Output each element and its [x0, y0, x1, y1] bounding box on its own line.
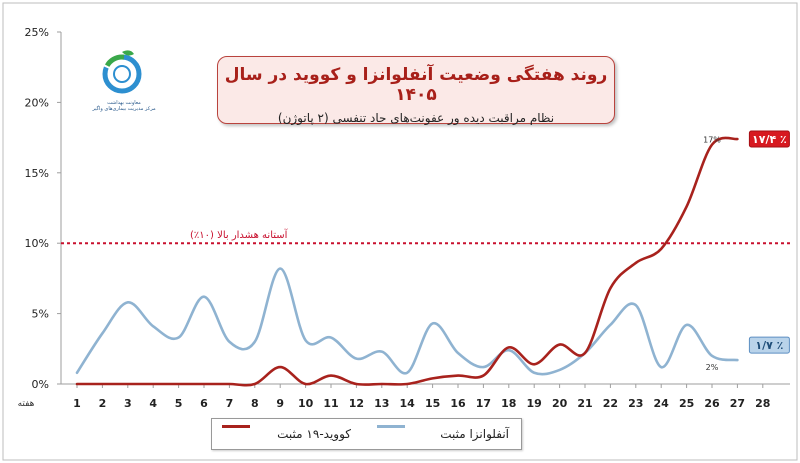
health-ministry-logo-icon	[102, 50, 142, 94]
x-tick-label: 12	[349, 397, 364, 410]
x-tick-label: 6	[200, 397, 208, 410]
x-tick-label: 24	[654, 397, 670, 410]
y-tick-label: 10%	[25, 237, 49, 250]
chart-title: روند هفتگی وضعیت آنفلوانزا و کووید در سا…	[224, 65, 608, 105]
data-label: 17%	[703, 136, 721, 145]
x-tick-label: 22	[603, 397, 618, 410]
flu-series-line	[75, 267, 739, 376]
logo	[84, 48, 164, 120]
x-tick-label: 13	[374, 397, 389, 410]
callout-label: ٪ ۱۷/۴	[752, 133, 787, 146]
x-tick-label: 14	[400, 397, 416, 410]
data-label: 2%	[706, 363, 719, 372]
chart-subtitle: نظام مراقبت دیده ور عفونت‌های حاد تنفسی …	[277, 111, 555, 125]
callout-label: ٪ ۱/۷	[755, 339, 783, 352]
x-tick-label: 19	[527, 397, 542, 410]
x-tick-label: 17	[476, 397, 491, 410]
covid-series-line	[75, 136, 739, 387]
legend-swatch-flu	[377, 425, 405, 428]
x-tick-label: 23	[628, 397, 643, 410]
x-tick-label: 10	[298, 397, 314, 410]
x-tick-label: 7	[226, 397, 234, 410]
legend-label-flu: آنفلوانزا مثبت	[440, 427, 509, 441]
y-tick-label: 0%	[32, 378, 49, 391]
x-axis-label: هفته	[18, 399, 35, 409]
x-tick-label: 27	[730, 397, 745, 410]
x-tick-label: 26	[704, 397, 720, 410]
x-tick-label: 1	[73, 397, 81, 410]
x-tick-label: 21	[577, 397, 592, 410]
x-tick-label: 28	[755, 397, 770, 410]
y-tick-label: 15%	[25, 167, 49, 180]
y-tick-label: 5%	[32, 308, 49, 321]
legend: کووید-۱۹ مثبت آنفلوانزا مثبت	[211, 418, 522, 450]
title-box: روند هفتگی وضعیت آنفلوانزا و کووید در سا…	[217, 56, 615, 125]
x-tick-label: 3	[124, 397, 132, 410]
x-tick-label: 5	[175, 397, 183, 410]
x-tick-label: 15	[425, 397, 440, 410]
x-tick-label: 20	[552, 397, 568, 410]
y-tick-label: 20%	[25, 96, 49, 109]
logo-caption: معاونت بهداشت مرکز مدیریت بیماری‌های واگی…	[92, 100, 156, 112]
x-tick-label: 16	[450, 397, 466, 410]
x-tick-label: 9	[276, 397, 284, 410]
x-tick-label: 11	[323, 397, 338, 410]
x-tick-label: 2	[99, 397, 107, 410]
x-tick-label: 25	[679, 397, 694, 410]
callout-box	[748, 130, 790, 148]
legend-label-covid: کووید-۱۹ مثبت	[277, 427, 351, 441]
threshold-label: آستانه هشدار بالا (۱۰٪)	[190, 228, 289, 241]
y-tick-label: 25%	[25, 26, 49, 39]
x-tick-label: 18	[501, 397, 516, 410]
x-tick-label: 4	[149, 397, 157, 410]
legend-swatch-covid	[222, 425, 250, 428]
x-tick-label: 8	[251, 397, 259, 410]
callout-box	[748, 336, 790, 354]
